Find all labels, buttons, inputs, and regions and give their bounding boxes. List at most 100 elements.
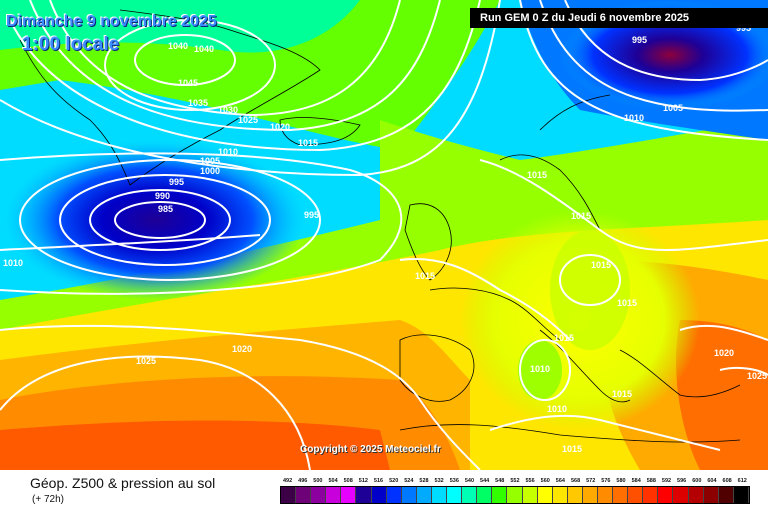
isobar-label-1015-norway: 1015 bbox=[527, 170, 547, 180]
legend-swatch bbox=[703, 487, 719, 503]
legend-swatch bbox=[447, 487, 463, 503]
isobar-label-1015-hungary: 1015 bbox=[617, 298, 637, 308]
isobar-label-990: 990 bbox=[155, 191, 170, 201]
isobar-1040 bbox=[104, 19, 276, 111]
legend-swatch bbox=[341, 487, 357, 503]
legend-swatch bbox=[552, 487, 568, 503]
isobar-1025 bbox=[29, 0, 441, 132]
isobar-label-1040-b: 1040 bbox=[194, 44, 214, 54]
legend-label: 540 bbox=[464, 478, 475, 484]
isobar-label-995-west: 995 bbox=[169, 177, 184, 187]
legend-label: 572 bbox=[586, 478, 596, 484]
isobar-labels: 1040 1040 1045 1035 1030 1025 1020 1015 … bbox=[3, 23, 767, 454]
legend-swatch bbox=[477, 487, 493, 503]
legend-swatch bbox=[326, 487, 342, 503]
isobar-label-1015-italy: 1015 bbox=[554, 333, 574, 343]
legend-label: 492 bbox=[282, 478, 293, 484]
field-cyan-green bbox=[0, 0, 360, 53]
field-red-orange bbox=[0, 420, 390, 470]
isobar-label-995-north: 995 bbox=[632, 35, 647, 45]
isobar-label-1025-atlantic: 1025 bbox=[136, 356, 156, 366]
isobar-label-1000: 1000 bbox=[200, 166, 220, 176]
isobar-label-1015-poland: 1015 bbox=[591, 260, 611, 270]
isobar-label-1015-iceland: 1015 bbox=[298, 138, 318, 148]
legend-label: 600 bbox=[692, 478, 702, 484]
legend-label: 520 bbox=[389, 478, 399, 484]
legend-swatch bbox=[597, 487, 614, 503]
coast-norway-north bbox=[539, 94, 611, 131]
product-title: Géop. Z500 & pression au sol bbox=[30, 475, 216, 491]
legend-swatch bbox=[628, 487, 644, 503]
isobar-1020-east bbox=[679, 324, 768, 341]
isobar-label-1010-west: 1010 bbox=[3, 258, 23, 268]
legend-label: 524 bbox=[404, 478, 414, 484]
copyright-notice: Copyright © 2025 Meteociel.fr bbox=[300, 444, 441, 455]
legend-swatch bbox=[582, 487, 598, 503]
legend-swatch bbox=[643, 487, 659, 503]
forecast-step: (+ 72h) bbox=[32, 494, 64, 505]
legend-swatch bbox=[462, 487, 478, 503]
isobar-1015-poland bbox=[559, 254, 621, 306]
legend-swatch bbox=[567, 487, 583, 503]
legend-label: 552 bbox=[510, 478, 520, 484]
legend-swatch bbox=[386, 487, 402, 503]
isobar-1005-west bbox=[0, 152, 403, 295]
legend-label: 496 bbox=[298, 478, 308, 484]
legend-label: 564 bbox=[555, 478, 565, 484]
legend-swatch bbox=[718, 487, 734, 503]
legend-swatch bbox=[522, 487, 538, 503]
isobar-1010-italy bbox=[519, 339, 571, 401]
isobar-label-1015-uk: 1015 bbox=[415, 271, 435, 281]
legend-swatch bbox=[537, 487, 553, 503]
forecast-local-time: 1:00 locale bbox=[22, 34, 120, 55]
field-green-italy bbox=[518, 340, 562, 400]
legend-label: 612 bbox=[737, 478, 747, 484]
isobar-label-1040-a: 1040 bbox=[168, 41, 188, 51]
isobar-label-1035: 1035 bbox=[188, 98, 208, 108]
legend-label: 500 bbox=[313, 478, 323, 484]
legend-swatch bbox=[688, 487, 704, 503]
isobar-label-1045: 1045 bbox=[178, 78, 198, 88]
legend-label: 576 bbox=[601, 478, 611, 484]
isobar-1010-ne bbox=[519, 0, 768, 141]
legend-swatch bbox=[733, 487, 749, 503]
isobar-1010-west bbox=[0, 234, 261, 251]
forecast-date: Dimanche 9 novembre 2025 bbox=[6, 13, 217, 30]
isobar-1005-ne bbox=[539, 0, 768, 112]
isobar-label-985: 985 bbox=[158, 204, 173, 214]
legend-swatch bbox=[281, 487, 297, 503]
isobar-1000-west bbox=[19, 159, 321, 281]
legend-label: 604 bbox=[707, 478, 717, 484]
legend-swatch bbox=[613, 487, 629, 503]
isobar-label-1025-north: 1025 bbox=[238, 115, 258, 125]
legend-label: 584 bbox=[631, 478, 641, 484]
legend-label: 580 bbox=[616, 478, 626, 484]
field-red-east bbox=[676, 320, 768, 470]
isobar-1020 bbox=[9, 0, 481, 152]
isobar-990 bbox=[89, 189, 231, 251]
model-run-info: Run GEM 0 Z du Jeudi 6 novembre 2025 bbox=[470, 8, 768, 28]
legend-label: 588 bbox=[646, 478, 656, 484]
legend-swatch bbox=[673, 487, 689, 503]
legend-label: 548 bbox=[495, 478, 505, 484]
isobar-1025-east bbox=[719, 366, 768, 376]
coast-iceland bbox=[279, 117, 361, 146]
isobar-label-1010-tyrrhenian: 1010 bbox=[530, 364, 550, 374]
legend-label: 560 bbox=[540, 478, 550, 484]
isobar-label-1010-iceland: 1010 bbox=[218, 147, 238, 157]
legend-label: 528 bbox=[419, 478, 429, 484]
isobar-label-995-east: 995 bbox=[304, 210, 319, 220]
isobar-label-1010-south: 1010 bbox=[547, 404, 567, 414]
pressure-map: 1040 1040 1045 1035 1030 1025 1020 1015 … bbox=[0, 0, 768, 470]
legend-label: 556 bbox=[525, 478, 535, 484]
legend-label: 516 bbox=[373, 478, 384, 484]
isobars bbox=[0, 0, 768, 470]
legend-swatch bbox=[311, 487, 327, 503]
legend-label: 596 bbox=[677, 478, 687, 484]
isobar-label-1015-greece: 1015 bbox=[612, 389, 632, 399]
footer-bar: Géop. Z500 & pression au sol (+ 72h) 492… bbox=[0, 470, 768, 512]
isobar-1015-north bbox=[0, 0, 501, 177]
legend-swatch bbox=[492, 487, 508, 503]
isobar-1015-central bbox=[479, 159, 768, 251]
legend-label: 504 bbox=[328, 478, 338, 484]
